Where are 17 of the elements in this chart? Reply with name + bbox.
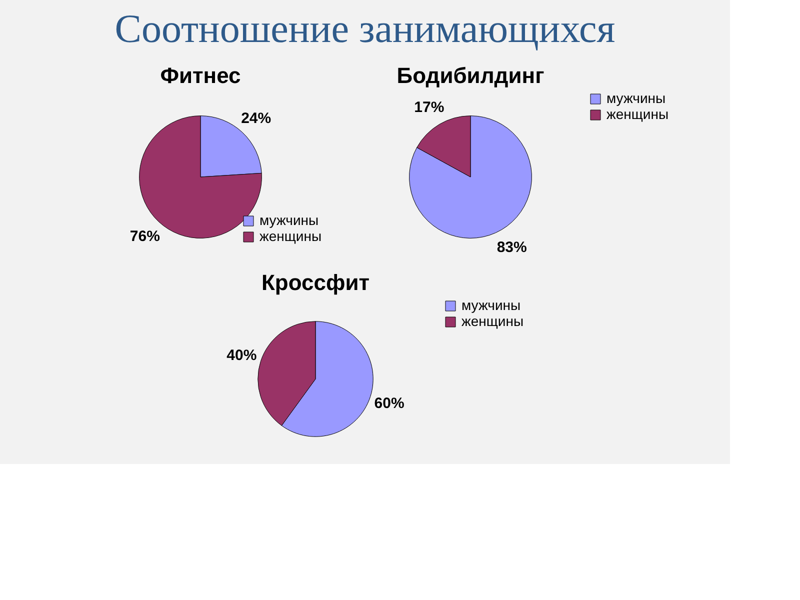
data-label: 60% [374,394,404,412]
legend-label: женщины [462,313,524,329]
legend-label: мужчины [606,90,666,106]
legend-label: женщины [606,106,669,122]
data-label: 40% [226,347,257,364]
legend-label: мужчины [462,297,521,313]
chart-title: Бодибилдинг [396,63,544,88]
data-label: 17% [414,99,444,116]
legend-label: мужчины [260,212,319,228]
data-label: 24% [241,110,272,127]
data-label: 76% [130,228,160,246]
pie-slice [409,116,532,238]
chart-title: Фитнес [160,63,241,88]
legend-label: женщины [260,228,322,244]
text: Соотношение занимающихся [114,6,616,51]
data-label: 83% [496,238,527,256]
chart-title: Кроссфит [261,270,370,295]
